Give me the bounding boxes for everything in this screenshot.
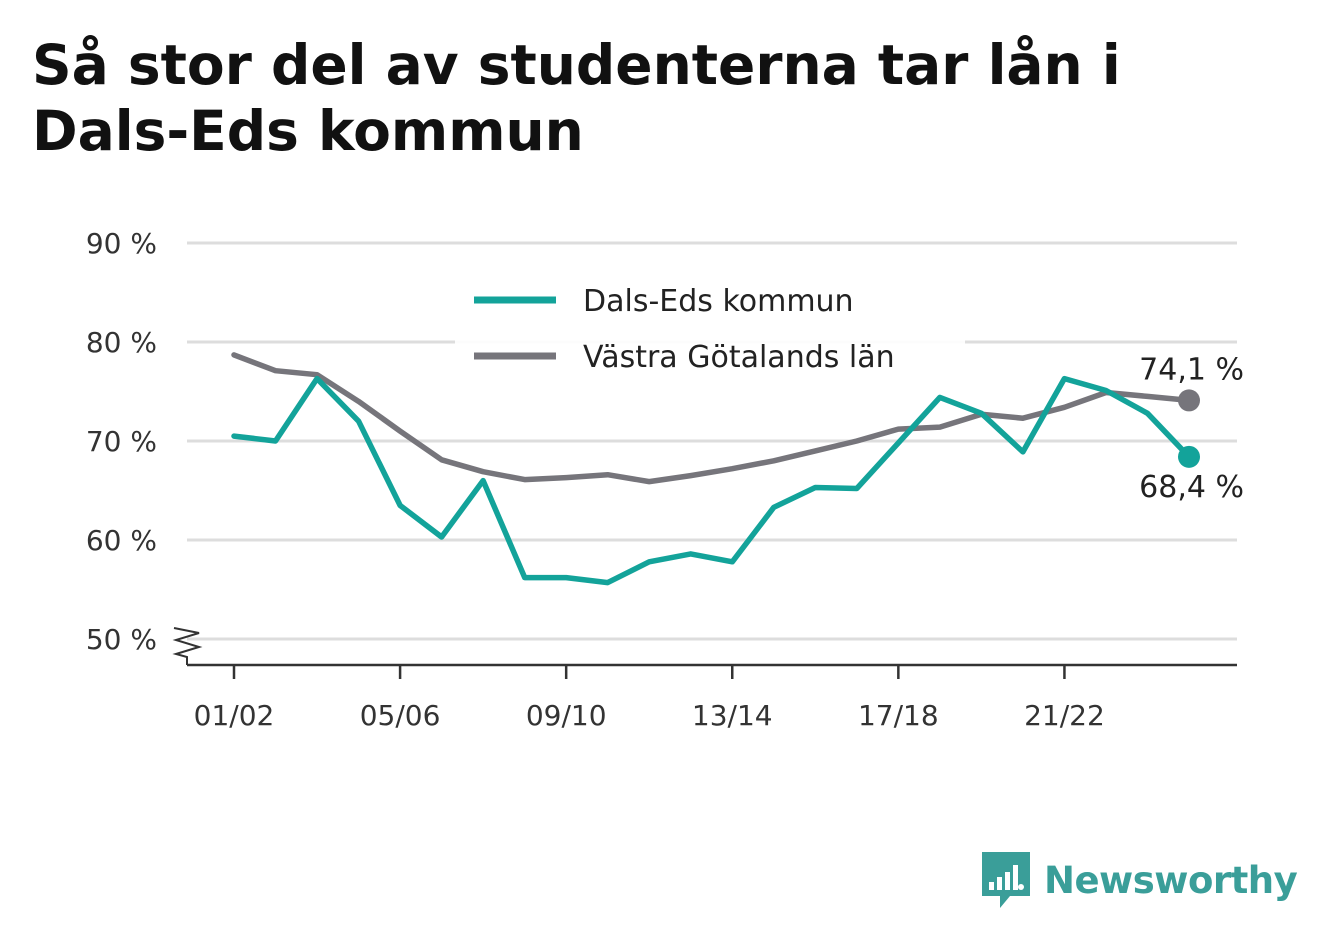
end-label-vastra-gotaland: 74,1 % (1139, 352, 1244, 387)
end-label-dals-ed: 68,4 % (1139, 470, 1244, 505)
legend-label: Västra Götalands län (583, 340, 895, 375)
x-tick-label: 05/06 (360, 699, 441, 732)
series-end-point (1178, 389, 1200, 412)
series-line (231, 352, 1192, 485)
legend-background (455, 270, 965, 388)
chart-title: Så stor del av studenterna tar lån i Dal… (32, 33, 1121, 163)
newsworthy-logo[interactable]: Newsworthy (980, 850, 1298, 910)
legend-label: Dals-Eds kommun (583, 284, 854, 319)
newsworthy-logo-icon (982, 852, 1030, 908)
x-tick-label: 13/14 (692, 699, 773, 732)
grid-lines (172, 241, 1237, 665)
brand-name: Newsworthy (1044, 858, 1298, 902)
x-tick-label: 21/22 (1024, 699, 1105, 732)
series-line (231, 375, 1192, 586)
y-tick-label: 50 % (86, 623, 157, 656)
series-end-point (1178, 445, 1200, 468)
x-tick-label: 09/10 (526, 699, 607, 732)
y-axis-ticks: 90 % 80 % 70 % 60 % 50 % (86, 227, 157, 656)
x-tick-label: 17/18 (858, 699, 939, 732)
series-lines (231, 352, 1200, 586)
legend: Dals-Eds kommun Västra Götalands län (455, 270, 965, 388)
x-axis-ticks: 01/02 05/06 09/10 13/14 17/18 21/22 (194, 665, 1105, 732)
axis-break-icon (172, 627, 203, 665)
y-tick-label: 90 % (86, 227, 157, 260)
end-labels: 74,1 % 68,4 % (1139, 352, 1244, 504)
y-tick-label: 60 % (86, 524, 157, 557)
y-tick-label: 80 % (86, 326, 157, 359)
x-tick-label: 01/02 (194, 699, 275, 732)
y-tick-label: 70 % (86, 425, 157, 458)
